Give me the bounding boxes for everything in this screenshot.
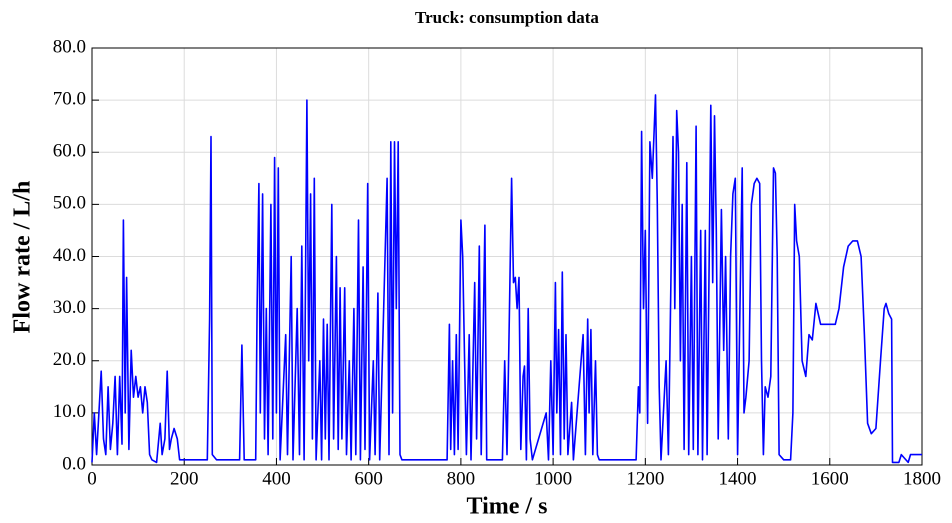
x-tick-label: 1400 xyxy=(719,468,757,489)
y-tick-label: 60.0 xyxy=(53,141,86,162)
x-tick-label: 200 xyxy=(170,468,199,489)
x-tick-label: 800 xyxy=(447,468,476,489)
x-tick-label: 600 xyxy=(354,468,383,489)
x-tick-label: 1000 xyxy=(534,468,572,489)
y-tick-label: 20.0 xyxy=(53,349,86,370)
y-tick-label: 30.0 xyxy=(53,297,86,318)
y-tick-label: 40.0 xyxy=(53,245,86,266)
chart-title: Truck: consumption data xyxy=(415,8,599,27)
plot-frame xyxy=(91,47,923,466)
y-tick-label: 80.0 xyxy=(53,36,86,57)
y-tick-label: 0.0 xyxy=(62,453,86,474)
x-tick-label: 1600 xyxy=(811,468,849,489)
x-tick-label: 0 xyxy=(87,468,97,489)
x-axis-label: Time / s xyxy=(467,494,548,520)
x-tick-label: 1200 xyxy=(626,468,664,489)
x-tick-label: 400 xyxy=(262,468,291,489)
data-line xyxy=(91,94,922,464)
y-tick-label: 50.0 xyxy=(53,193,86,214)
x-tick-label: 1800 xyxy=(903,468,941,489)
y-tick-label: 70.0 xyxy=(53,88,86,109)
y-axis-label: Flow rate / L/h xyxy=(10,181,36,334)
y-tick-label: 10.0 xyxy=(53,401,86,422)
